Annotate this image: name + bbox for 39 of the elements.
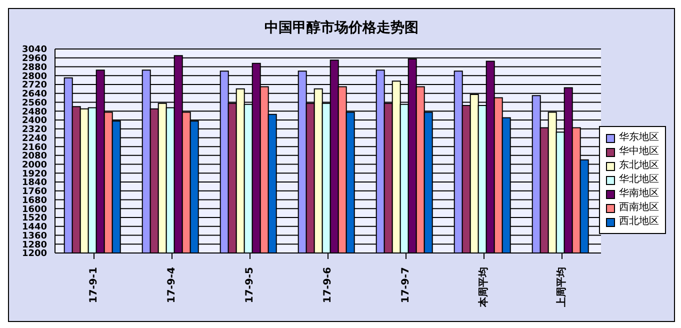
- y-tick-label: 1840: [22, 178, 47, 188]
- legend-label: 华东地区: [619, 131, 659, 145]
- legend-label: 东北地区: [619, 159, 659, 173]
- y-tick-label: 1920: [22, 169, 47, 180]
- y-tick-label: 1200: [22, 249, 47, 260]
- y-tick-label: 1360: [22, 231, 47, 242]
- legend-label: 华南地区: [619, 187, 659, 201]
- y-tick-label: 1600: [22, 204, 47, 215]
- y-tick-label: 2640: [22, 90, 47, 100]
- y-tick-label: 3040: [22, 45, 47, 56]
- y-tick-label: 2880: [22, 62, 47, 73]
- y-tick-label: 2560: [22, 98, 47, 108]
- x-tick-label: 17-9-4: [166, 266, 178, 304]
- legend-label: 华中地区: [619, 145, 659, 159]
- x-tick-label: 上周平均: [556, 267, 568, 308]
- legend-label: 西北地区: [619, 215, 659, 229]
- y-tick-label: 2480: [22, 107, 47, 118]
- y-tick-label: 2400: [22, 116, 47, 126]
- y-tick-label: 2240: [22, 134, 47, 144]
- x-tick-label: 17-9-1: [88, 266, 100, 304]
- y-tick-label: 2320: [22, 125, 47, 136]
- y-tick-label: 2720: [22, 80, 47, 91]
- x-tick-label: 17-9-6: [322, 266, 334, 304]
- y-tick-label: 2800: [22, 72, 47, 82]
- y-tick-label: 1760: [22, 187, 47, 198]
- legend-label: 西南地区: [619, 201, 659, 215]
- y-tick-label: 1280: [22, 240, 47, 250]
- y-tick-label: 1520: [22, 214, 47, 224]
- y-tick-label: 2960: [22, 54, 47, 64]
- y-tick-label: 2000: [22, 160, 47, 170]
- y-tick-label: 1680: [22, 196, 47, 206]
- y-tick-label: 2160: [22, 142, 47, 153]
- chart-title: 中国甲醇市场价格走势图: [264, 18, 420, 38]
- legend-label: 华北地区: [619, 173, 659, 187]
- x-tick-label: 17-9-7: [400, 266, 412, 304]
- x-tick-label: 本周平均: [478, 267, 490, 308]
- y-tick-label: 1440: [22, 222, 47, 233]
- x-tick-label: 17-9-5: [244, 266, 256, 304]
- y-tick-label: 2080: [22, 152, 47, 162]
